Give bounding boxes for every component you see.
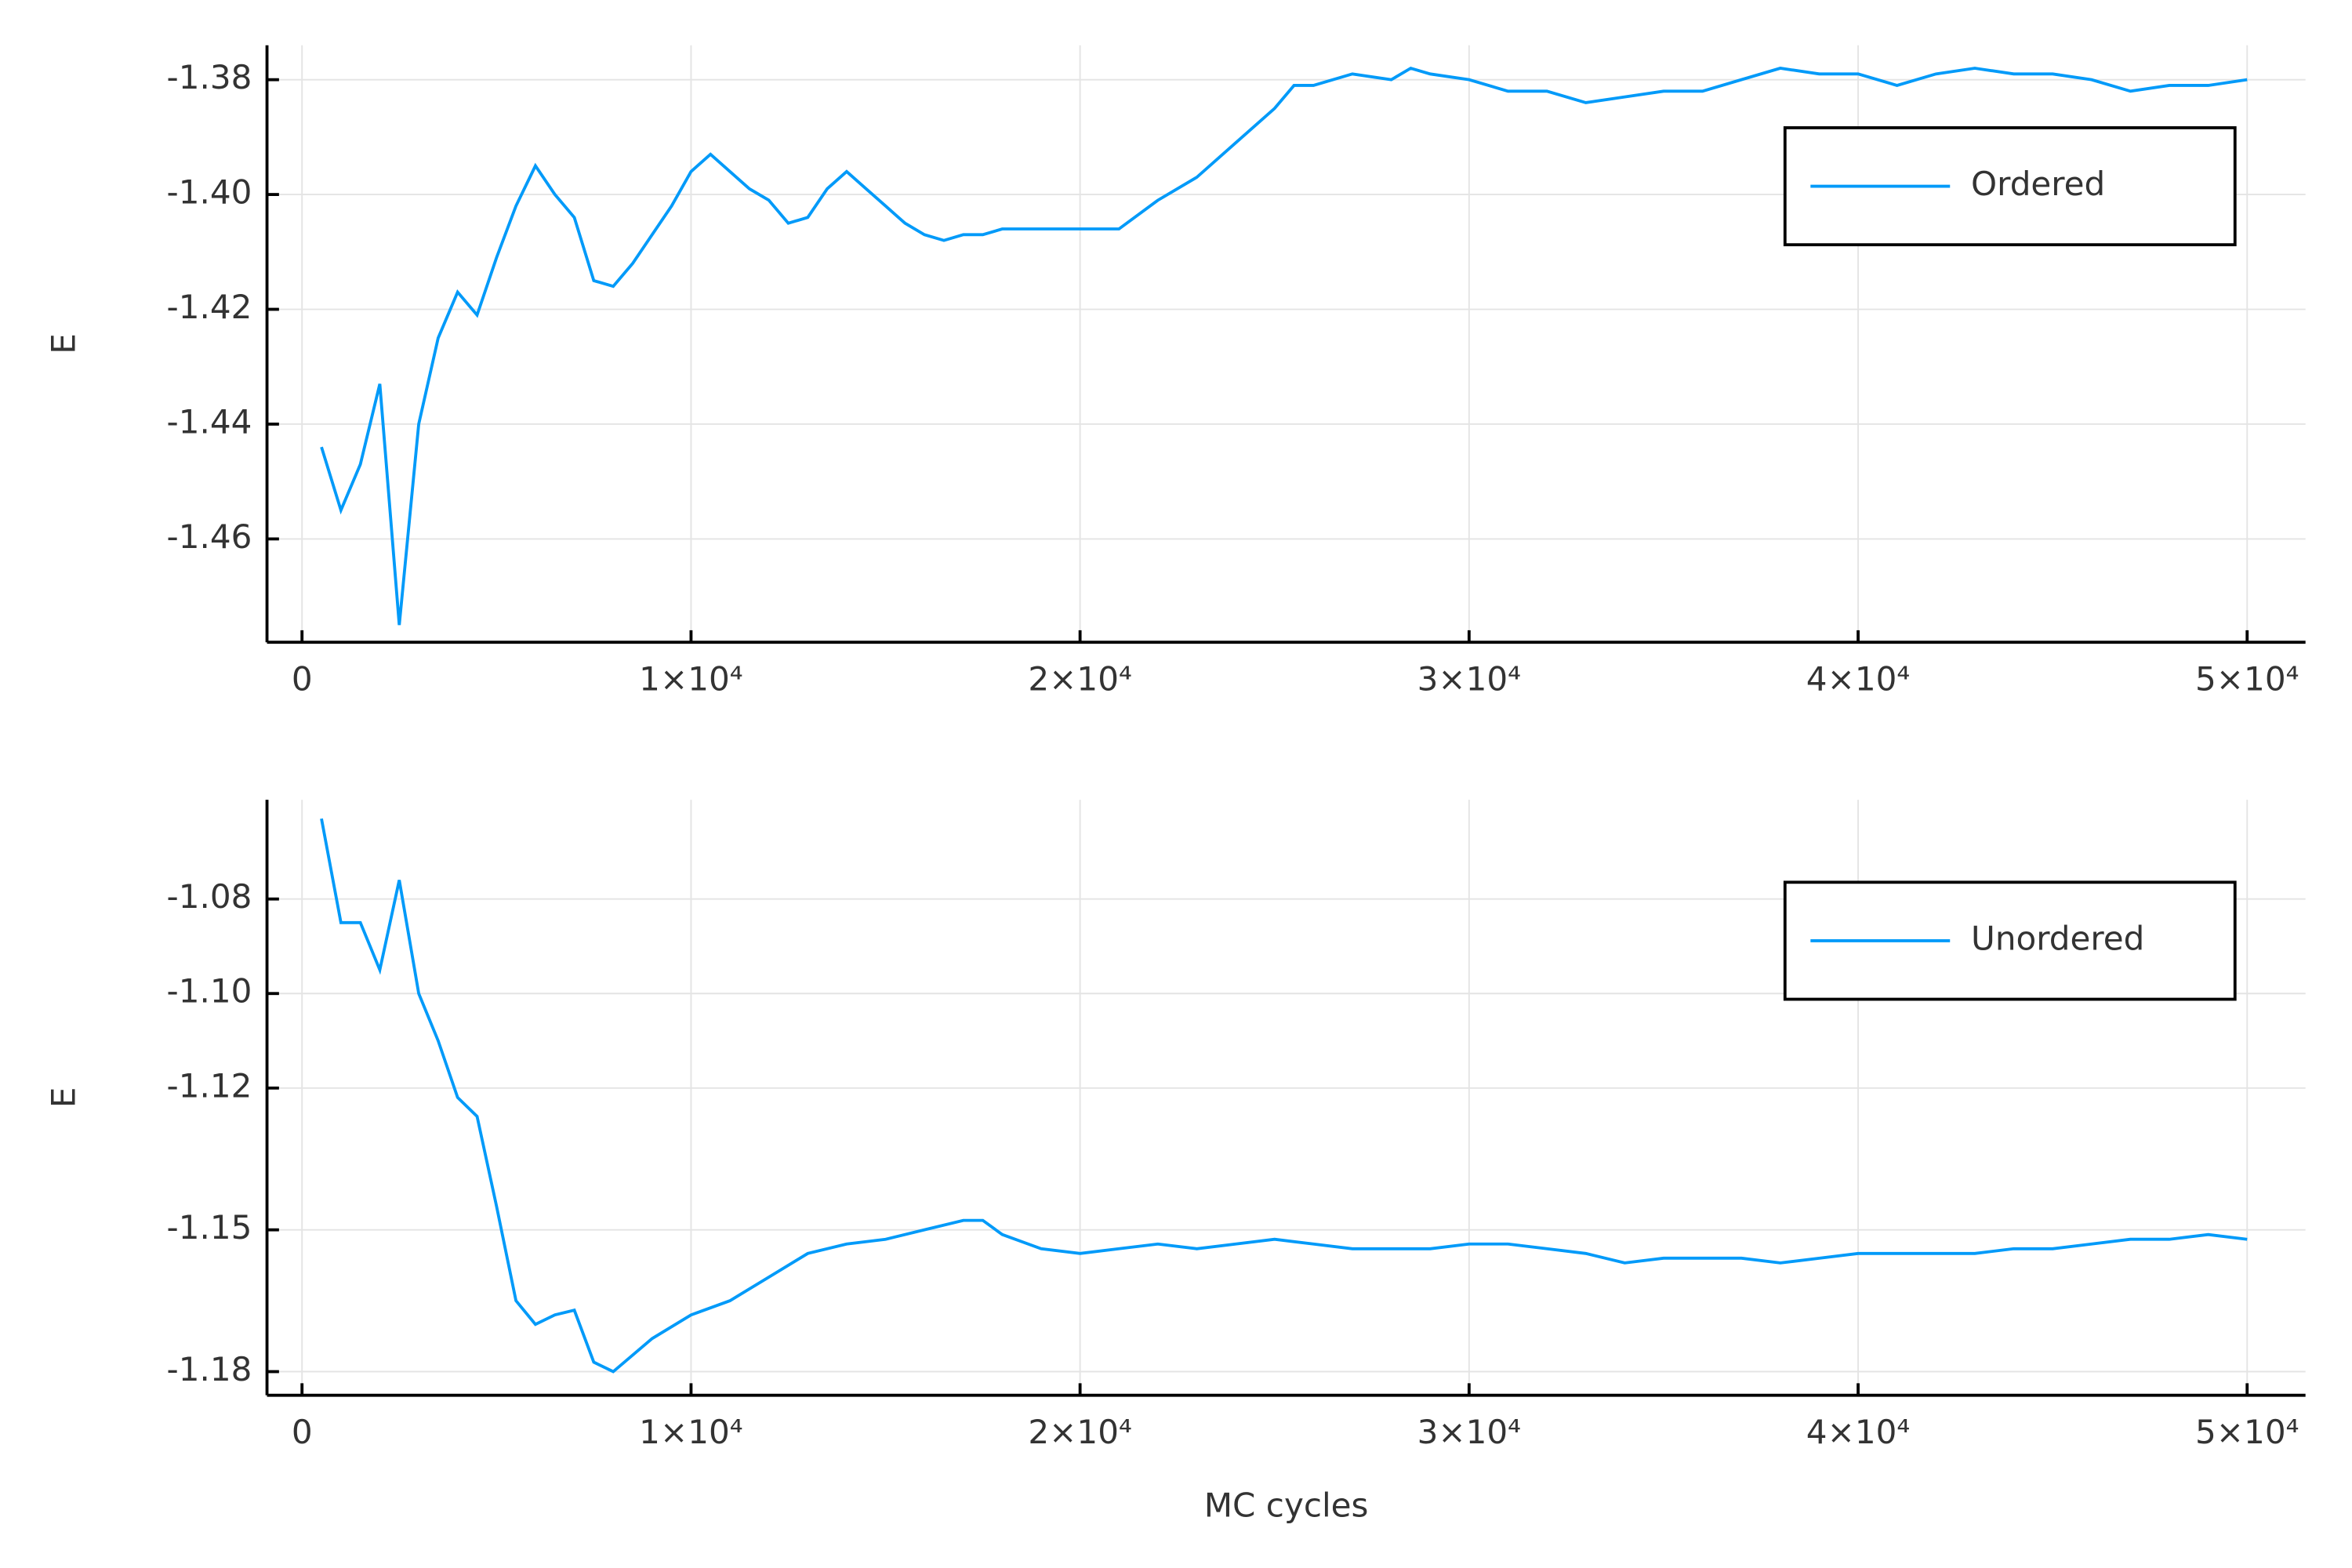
y-tick-label: -1.15	[167, 1208, 252, 1247]
x-tick-label: 4×10⁴	[1806, 1413, 1910, 1451]
y-tick-label: -1.42	[167, 288, 252, 326]
x-tick-label: 1×10⁴	[639, 659, 742, 698]
x-tick-label: 2×10⁴	[1028, 1413, 1131, 1451]
data-line	[320, 818, 2248, 1374]
y-tick-label: -1.10	[167, 972, 252, 1011]
x-tick-label: 3×10⁴	[1417, 1413, 1521, 1451]
y-axis-label: E	[45, 1087, 83, 1109]
x-tick-label: 5×10⁴	[2195, 659, 2299, 698]
y-axis-label: E	[45, 333, 83, 354]
y-tick-label: -1.38	[167, 58, 252, 96]
data-line	[320, 66, 2248, 626]
x-tick-label: 0	[292, 659, 313, 698]
x-axis-label: MC cycles	[1204, 1486, 1369, 1525]
y-tick-label: -1.40	[167, 173, 252, 212]
legend-label: Ordered	[1971, 165, 2105, 203]
y-tick-label: -1.46	[167, 517, 252, 556]
y-tick-label: -1.44	[167, 402, 252, 441]
x-tick-label: 3×10⁴	[1417, 659, 1521, 698]
x-tick-label: 5×10⁴	[2195, 1413, 2299, 1451]
legend-label: Unordered	[1971, 919, 2144, 957]
x-tick-label: 2×10⁴	[1028, 659, 1131, 698]
y-tick-label: -1.12	[167, 1066, 252, 1105]
x-tick-label: 0	[292, 1413, 313, 1451]
x-tick-label: 1×10⁴	[639, 1413, 742, 1451]
x-tick-label: 4×10⁴	[1806, 659, 1910, 698]
y-tick-label: -1.18	[167, 1350, 252, 1388]
y-tick-label: -1.08	[167, 877, 252, 916]
